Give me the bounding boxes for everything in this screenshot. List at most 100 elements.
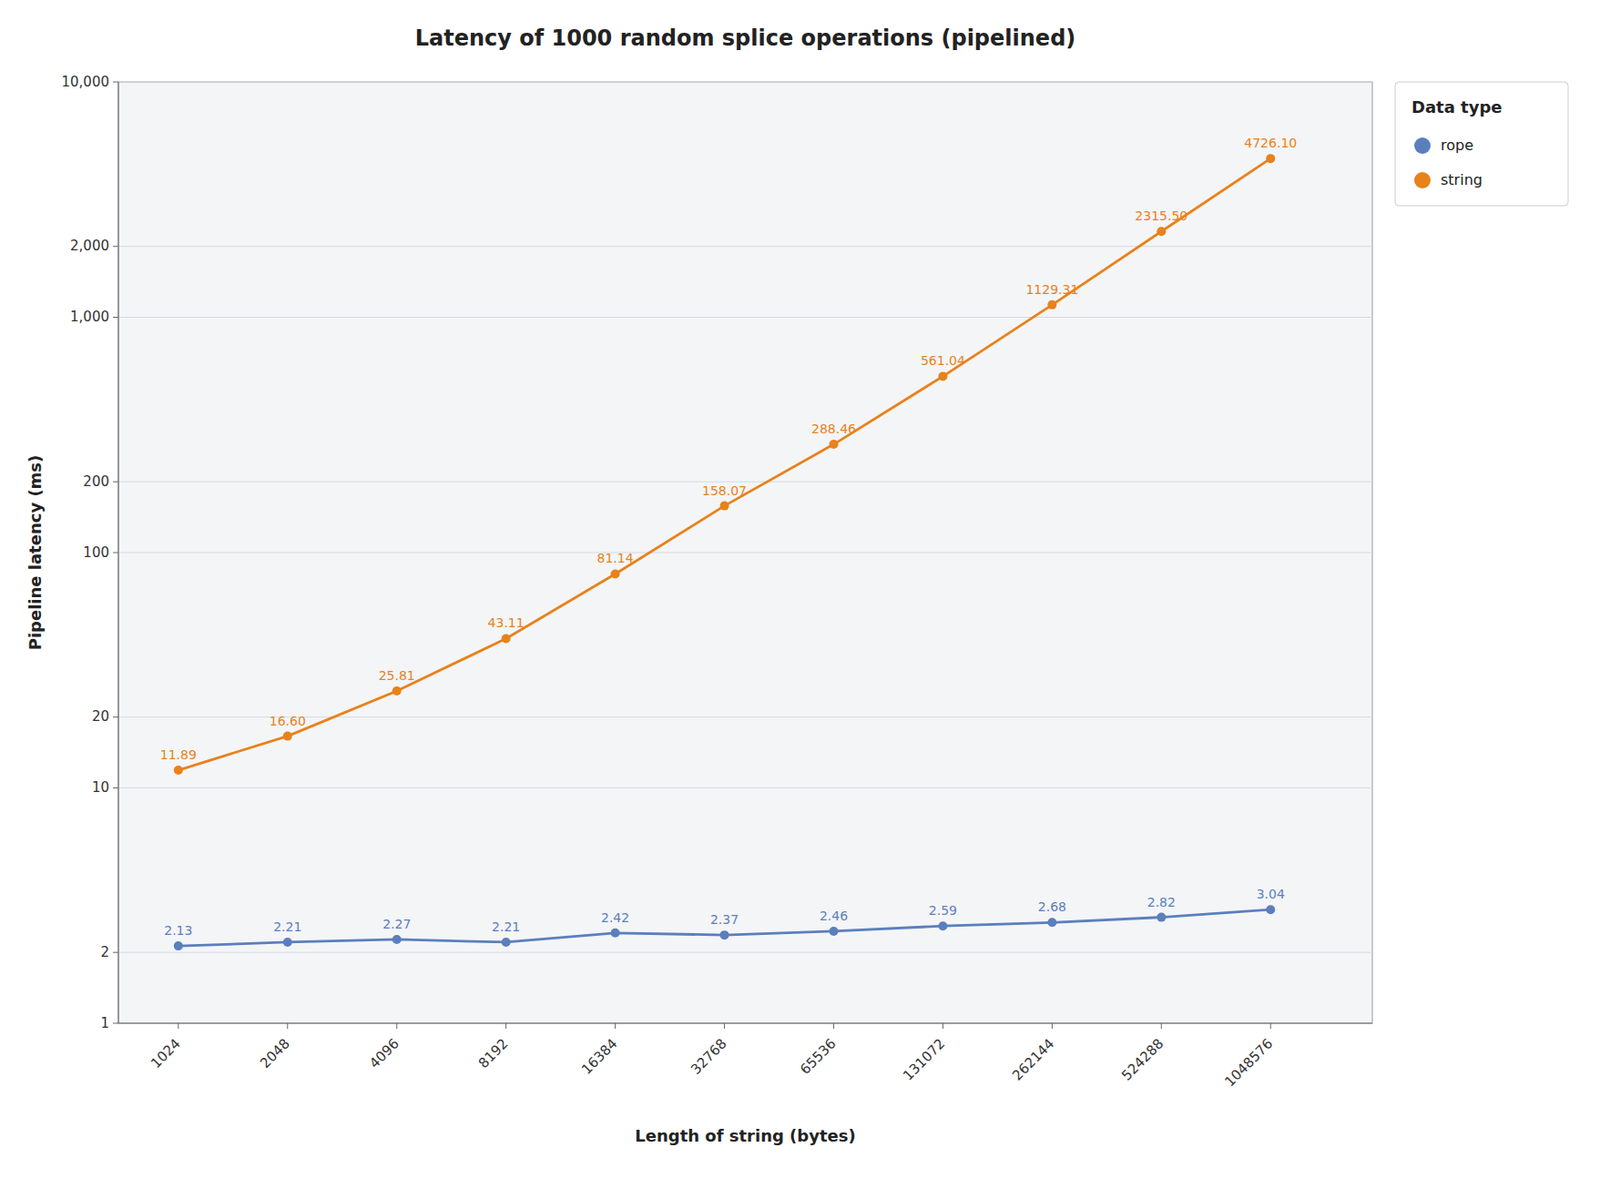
tick-label: 20 — [91, 708, 110, 725]
legend-box — [1395, 81, 1569, 206]
legend-swatch — [1414, 137, 1431, 154]
point — [1047, 917, 1057, 928]
grid-line — [118, 787, 1373, 789]
tick-label: 262144 — [1008, 1035, 1058, 1084]
tick-label: 200 — [82, 473, 110, 490]
grid-line — [118, 552, 1373, 554]
point — [937, 921, 948, 931]
grid-line — [118, 1023, 1373, 1025]
tick-label: 1024 — [147, 1035, 184, 1072]
point — [173, 765, 184, 775]
data-label: 2.46 — [819, 908, 848, 924]
point — [828, 927, 838, 937]
data-label: 81.14 — [597, 550, 634, 566]
tick-label: 65536 — [796, 1035, 839, 1078]
x-axis-title: Length of string (bytes) — [634, 1126, 856, 1146]
point — [283, 937, 293, 948]
tick-label: 4096 — [366, 1035, 403, 1072]
data-label: 2.68 — [1038, 899, 1067, 915]
data-label: 288.46 — [811, 421, 857, 437]
point — [1265, 153, 1275, 164]
tick-mark — [833, 1023, 835, 1030]
grid-line — [118, 245, 1373, 247]
tick-mark — [112, 481, 119, 483]
tick-mark — [286, 1023, 288, 1030]
point — [283, 732, 293, 742]
y-axis-title: Pipeline latency (ms) — [25, 455, 45, 652]
data-label: 4726.10 — [1243, 135, 1297, 151]
tick-mark — [112, 316, 119, 318]
point — [720, 930, 730, 940]
point — [392, 935, 402, 945]
point — [611, 928, 621, 938]
point — [611, 569, 621, 579]
legend: Data typeropestring — [1395, 81, 1569, 206]
legend-title: Data type — [1411, 97, 1503, 117]
data-label: 43.11 — [488, 615, 525, 631]
point — [828, 439, 838, 449]
tick-mark — [942, 1023, 944, 1030]
tick-mark — [723, 1023, 725, 1030]
point — [1047, 300, 1057, 310]
data-label: 3.04 — [1256, 886, 1285, 902]
data-labels: 2.132.212.272.212.422.372.462.592.682.82… — [160, 135, 1297, 938]
tick-mark — [112, 245, 119, 247]
grid-line — [118, 481, 1373, 483]
series-line — [178, 909, 1271, 947]
data-label: 2.42 — [601, 910, 630, 926]
tick-label: 1 — [100, 1015, 110, 1032]
tick-label: 1,000 — [70, 308, 110, 326]
tick-mark — [1270, 1023, 1272, 1030]
point — [173, 941, 184, 951]
grid-line — [118, 81, 1373, 83]
tick-mark — [112, 552, 119, 554]
tick-mark — [614, 1023, 616, 1030]
data-label: 2.37 — [710, 912, 739, 928]
tick-label: 524288 — [1118, 1035, 1167, 1084]
data-label: 2315.50 — [1134, 208, 1188, 224]
tick-mark — [112, 952, 119, 954]
tick-label: 1048576 — [1221, 1035, 1276, 1091]
data-label: 2.21 — [491, 919, 520, 935]
data-label: 561.04 — [920, 353, 966, 368]
data-label: 158.07 — [702, 483, 747, 499]
tick-mark — [396, 1023, 398, 1030]
point — [937, 371, 948, 381]
data-label: 2.13 — [163, 923, 193, 938]
tick-label: 2048 — [256, 1035, 294, 1072]
tick-label: 2 — [100, 944, 110, 961]
tick-label: 131072 — [899, 1035, 948, 1084]
point — [1265, 905, 1275, 915]
tick-mark — [1051, 1023, 1053, 1030]
legend-label: rope — [1440, 136, 1474, 154]
point — [1156, 226, 1166, 236]
point — [501, 633, 511, 643]
tick-mark — [112, 787, 119, 789]
tick-mark — [112, 1023, 119, 1025]
series-line — [178, 158, 1271, 771]
point — [392, 686, 402, 696]
tick-mark — [505, 1023, 507, 1030]
y-axis: 1210201002001,0002,00010,000 — [61, 73, 120, 1032]
point — [1156, 913, 1166, 923]
grid-line — [118, 952, 1373, 954]
legend-swatch — [1414, 172, 1431, 189]
grid-line — [118, 716, 1373, 718]
data — [173, 153, 1275, 951]
tick-mark — [1161, 1023, 1162, 1030]
tick-mark — [177, 1023, 179, 1030]
tick-mark — [112, 716, 119, 718]
tick-mark — [112, 81, 119, 83]
y-axis-line — [118, 81, 120, 1024]
x-axis: 1024204840968192163843276865536131072262… — [147, 1023, 1276, 1091]
data-label: 2.82 — [1147, 895, 1176, 910]
data-label: 11.89 — [160, 747, 197, 763]
grid — [118, 81, 1373, 1024]
data-label: 25.81 — [378, 668, 416, 683]
tick-label: 8192 — [475, 1035, 512, 1072]
grid-line — [118, 316, 1373, 318]
plot-area — [118, 81, 1373, 1024]
tick-label: 10,000 — [61, 73, 111, 91]
data-label: 16.60 — [269, 713, 306, 729]
data-label: 2.59 — [928, 903, 958, 918]
